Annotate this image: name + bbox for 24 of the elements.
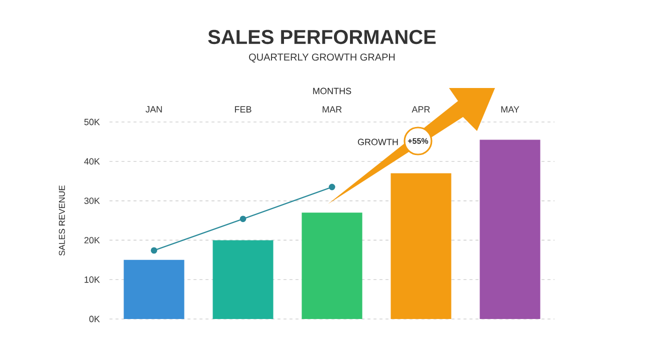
bar [124,260,184,319]
x-axis-title: MONTHS [313,88,352,94]
bar [480,140,540,319]
x-tick-label: APR [412,106,430,112]
y-tick-label: 20K [84,237,100,244]
point [150,247,158,254]
chart-title: SALES PERFORMANCE [208,30,436,44]
annotation: GROWTH [358,138,398,146]
x-tick-label: MAR [322,106,342,112]
point [328,184,336,190]
y-axis-title: SALES REVENUE [58,185,65,256]
x-tick-label: FEB [234,106,252,112]
y-tick-label: 0K [89,316,100,322]
chart-subtitle: QUARTERLY GROWTH GRAPH [249,54,395,62]
bar [212,240,274,319]
y-tick-label: 30K [84,198,100,204]
x-tick-label: JAN [146,106,162,112]
point [240,216,246,222]
y-tick-label: 10K [84,276,100,283]
annotation: +55% [408,138,428,144]
bar [302,212,362,319]
y-tick-label: 40K [84,158,100,165]
x-tick-label: MAY [501,106,520,112]
y-tick-label: 50K [84,118,100,126]
